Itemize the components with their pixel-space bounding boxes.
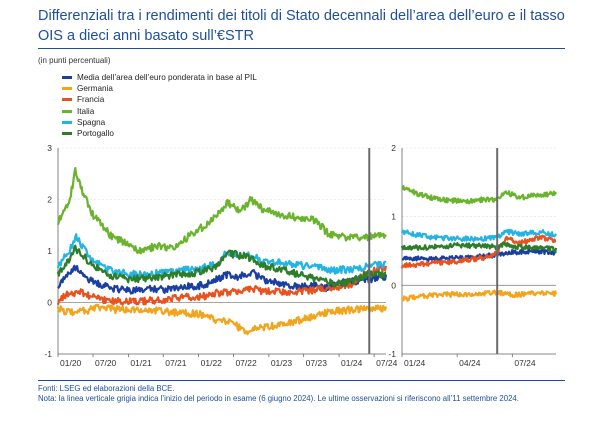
legend-label: Germania: [77, 84, 113, 94]
sources-note: Fonti: LSEG ed elaborazioni della BCE.: [38, 384, 175, 393]
legend-label: Francia: [77, 95, 105, 105]
footnotes: Fonti: LSEG ed elaborazioni della BCE. N…: [38, 384, 568, 404]
x-tick-label: 01/20: [60, 358, 82, 368]
series-line: [401, 185, 557, 205]
y-tick-label: 3: [47, 143, 52, 153]
series-line: [400, 234, 557, 269]
legend-label: Media dell’area dell’euro ponderata in b…: [77, 73, 257, 82]
legend-item: Italia: [62, 106, 257, 117]
chart-title: Differenziali tra i rendimenti dei titol…: [38, 8, 565, 44]
legend-label: Portogallo: [77, 128, 114, 138]
x-tick-label: 01/21: [130, 358, 152, 368]
legend-item: Media dell’area dell’euro ponderata in b…: [62, 72, 257, 83]
units-note: (in punti percentuali): [38, 56, 111, 65]
y-tick-label: 1: [47, 246, 52, 256]
x-tick-label: 07/20: [95, 358, 117, 368]
vertical-line-note: Nota: la linea verticale grigia indica l…: [38, 394, 519, 403]
x-tick-label: 07/22: [235, 358, 257, 368]
chart-legend: Media dell’area dell’euro ponderata in b…: [62, 72, 257, 139]
legend-swatch: [62, 109, 72, 113]
x-tick-label: 07/21: [165, 358, 187, 368]
legend-item: Spagna: [62, 117, 257, 128]
legend-label: Italia: [77, 106, 95, 116]
x-tick-label: 01/24: [341, 358, 363, 368]
legend-item: Portogallo: [62, 128, 257, 139]
series-line: [400, 289, 558, 302]
footer-divider: [38, 380, 565, 381]
series-line: [400, 228, 557, 243]
x-tick-label: 04/24: [459, 358, 481, 368]
legend-swatch: [62, 132, 72, 136]
series-line: [56, 263, 388, 306]
legend-item: Francia: [62, 94, 257, 105]
series-line: [400, 241, 558, 253]
y-tick-label: 0: [391, 280, 396, 290]
x-tick-label: 01/24: [404, 358, 426, 368]
series-line: [56, 167, 387, 255]
y-tick-label: 2: [391, 143, 396, 153]
y-tick-label: -1: [44, 349, 52, 359]
legend-label: Spagna: [77, 117, 106, 127]
legend-swatch: [62, 87, 72, 91]
series-line: [56, 303, 388, 336]
legend-item: Germania: [62, 83, 257, 94]
series-line: [56, 244, 387, 288]
x-tick-label: 07/23: [306, 358, 328, 368]
legend-swatch: [62, 76, 72, 80]
y-tick-label: -1: [388, 349, 396, 359]
legend-swatch: [62, 98, 72, 102]
series-line: [56, 233, 387, 279]
title-divider: [38, 48, 565, 49]
x-tick-label: 01/22: [201, 358, 223, 368]
y-tick-label: 1: [391, 212, 396, 222]
x-tick-label: 01/23: [271, 358, 293, 368]
x-tick-label: 07/24: [514, 358, 536, 368]
legend-swatch: [62, 120, 72, 124]
x-tick-label: 07/24: [376, 358, 398, 368]
y-tick-label: 0: [47, 298, 52, 308]
y-tick-label: 2: [47, 195, 52, 205]
